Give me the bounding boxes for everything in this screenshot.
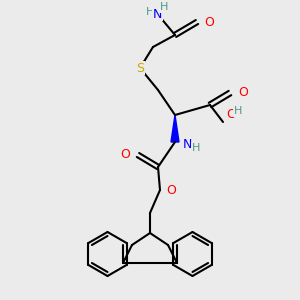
- Text: O: O: [204, 16, 214, 28]
- Text: H: H: [234, 106, 242, 116]
- Text: N: N: [153, 8, 162, 20]
- Text: O: O: [166, 184, 176, 196]
- Polygon shape: [171, 115, 179, 142]
- Text: H: H: [192, 143, 200, 153]
- Text: O: O: [238, 86, 248, 100]
- Text: H: H: [146, 7, 154, 17]
- Text: O: O: [226, 109, 236, 122]
- Text: N: N: [183, 137, 192, 151]
- Text: S: S: [136, 61, 144, 74]
- Text: O: O: [120, 148, 130, 161]
- Text: H: H: [160, 2, 168, 12]
